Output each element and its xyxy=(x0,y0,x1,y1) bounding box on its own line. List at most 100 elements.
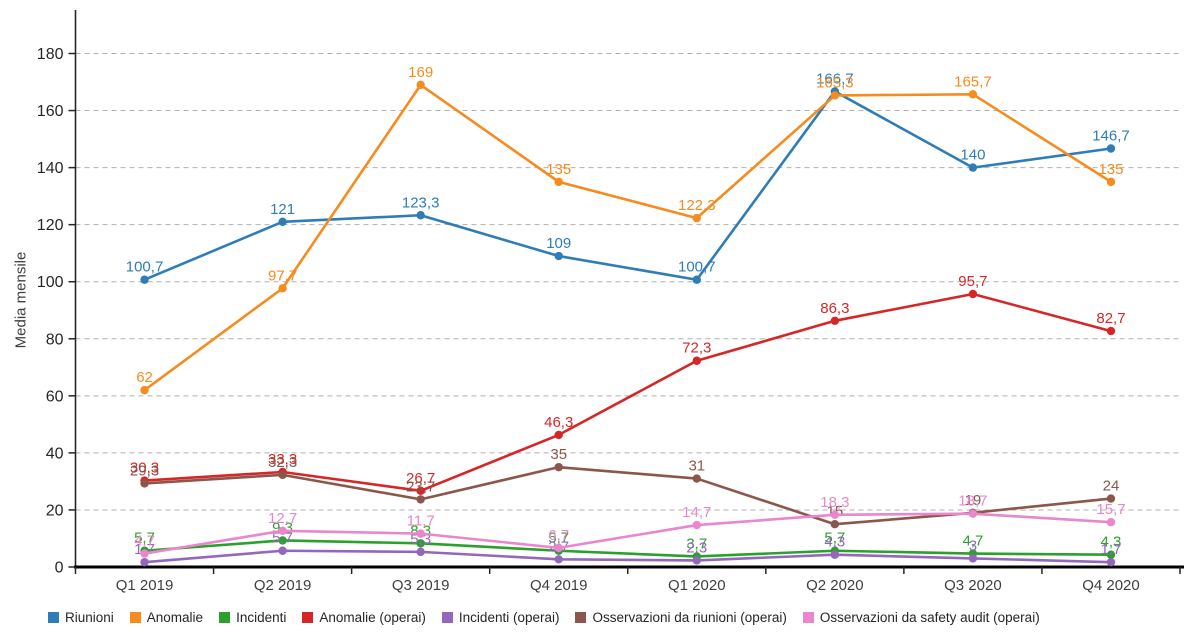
legend-swatch-osservazioni-da-safety-audit-operai xyxy=(802,612,814,623)
data-point-osservazioni-da-safety-audit-operai-0[interactable] xyxy=(140,549,149,558)
legend-label-anomalie: Anomalie xyxy=(146,610,204,625)
data-point-anomalie-operai-4[interactable] xyxy=(692,356,701,365)
data-point-incidenti-operai-2[interactable] xyxy=(416,547,425,557)
data-point-riunioni-4[interactable] xyxy=(692,275,701,284)
data-point-osservazioni-da-riunioni-operai-5[interactable] xyxy=(830,520,840,529)
legend-item-anomalie[interactable]: Anomalie xyxy=(129,610,204,625)
data-point-osservazioni-da-riunioni-operai-1[interactable] xyxy=(278,470,287,480)
data-label-osservazioni-da-riunioni-operai-1: 32,3 xyxy=(268,454,297,471)
data-label-incidenti-0: 5,7 xyxy=(134,530,155,547)
data-point-osservazioni-da-riunioni-operai-0[interactable] xyxy=(140,479,149,488)
data-point-anomalie-operai-7[interactable] xyxy=(1106,326,1116,336)
data-point-incidenti-operai-4[interactable] xyxy=(692,556,701,565)
data-point-osservazioni-da-safety-audit-operai-7[interactable] xyxy=(1106,518,1116,527)
series-anomalie: 62 97,7 169 135 122,3 165,3 165,7 135 xyxy=(136,64,1123,395)
data-point-incidenti-operai-0[interactable] xyxy=(140,557,149,567)
data-point-anomalie-4[interactable] xyxy=(692,213,701,223)
data-label-anomalie-operai-7: 82,7 xyxy=(1096,310,1125,327)
data-point-riunioni-0[interactable] xyxy=(140,275,149,284)
data-point-osservazioni-da-safety-audit-operai-4[interactable] xyxy=(692,520,701,530)
series-line-incidenti-operai xyxy=(144,549,1112,564)
data-point-riunioni-3[interactable] xyxy=(554,251,563,261)
legend-item-anomalie-operai[interactable]: Anomalie (operai) xyxy=(302,610,426,625)
data-point-osservazioni-da-safety-audit-operai-1[interactable] xyxy=(278,526,287,535)
data-label-incidenti-operai-4: 2,3 xyxy=(686,539,707,556)
plot-area: 0 20 40 60 80 100 120 140 160 180 Q1 2019 Q2 2019 Q3… xyxy=(37,10,1184,594)
y-tick-label-160: 160 xyxy=(37,103,64,120)
data-point-anomalie-2[interactable] xyxy=(416,80,425,90)
data-point-osservazioni-da-riunioni-operai-7[interactable] xyxy=(1106,494,1116,503)
data-point-incidenti-operai-5[interactable] xyxy=(830,550,840,559)
data-label-incidenti-operai-1: 5,7 xyxy=(272,530,293,547)
data-point-incidenti-operai-6[interactable] xyxy=(968,554,978,563)
data-label-osservazioni-da-safety-audit-operai-2: 11,7 xyxy=(407,513,435,530)
data-point-incidenti-operai-1[interactable] xyxy=(278,546,287,555)
data-label-osservazioni-da-safety-audit-operai-0: 4,7 xyxy=(134,533,155,550)
data-point-incidenti-2[interactable] xyxy=(416,539,425,548)
data-label-osservazioni-da-riunioni-operai-0: 29,3 xyxy=(130,462,159,479)
legend-item-riunioni[interactable]: Riunioni xyxy=(48,610,114,625)
data-point-anomalie-5[interactable] xyxy=(830,91,840,100)
y-tick-label-0: 0 xyxy=(55,560,64,577)
data-point-osservazioni-da-safety-audit-operai-6[interactable] xyxy=(968,509,978,518)
x-label-q4-2019: Q4 2019 xyxy=(530,577,588,594)
data-point-anomalie-3[interactable] xyxy=(554,177,563,187)
data-point-riunioni-7[interactable] xyxy=(1106,144,1116,153)
data-label-osservazioni-da-safety-audit-operai-4: 14,7 xyxy=(682,504,711,521)
data-point-osservazioni-da-safety-audit-operai-5[interactable] xyxy=(830,510,840,519)
legend-item-osservazioni-da-safety-audit-operai[interactable]: Osservazioni da safety audit (operai) xyxy=(802,610,1040,625)
data-point-osservazioni-da-safety-audit-operai-3[interactable] xyxy=(554,543,563,553)
data-point-anomalie-operai-3[interactable] xyxy=(554,430,563,440)
data-label-riunioni-0: 100,7 xyxy=(126,259,164,276)
data-point-riunioni-6[interactable] xyxy=(968,163,978,172)
x-label-q1-2020: Q1 2020 xyxy=(668,577,726,594)
legend-label-riunioni: Riunioni xyxy=(65,610,114,625)
data-point-anomalie-1[interactable] xyxy=(278,284,287,293)
data-point-osservazioni-da-riunioni-operai-3[interactable] xyxy=(554,462,563,472)
legend-item-osservazioni-da-riunioni-operai[interactable]: Osservazioni da riunioni (operai) xyxy=(575,610,787,625)
legend-swatch-riunioni xyxy=(48,612,59,623)
data-point-incidenti-7[interactable] xyxy=(1106,550,1116,559)
data-point-riunioni-1[interactable] xyxy=(278,217,287,227)
data-point-anomalie-0[interactable] xyxy=(140,385,149,395)
legend-item-incidenti-operai[interactable]: Incidenti (operai) xyxy=(441,610,560,625)
legend-item-incidenti[interactable]: Incidenti xyxy=(219,610,286,625)
data-point-osservazioni-da-riunioni-operai-4[interactable] xyxy=(692,474,701,483)
data-label-incidenti-7: 4,3 xyxy=(1101,534,1122,551)
data-label-anomalie-operai-1: 33,3 xyxy=(268,451,297,468)
legend: Riunioni Anomalie Incidenti Anomalie (opera… xyxy=(48,610,1040,625)
legend-label-incidenti-operai: Incidenti (operai) xyxy=(458,610,560,625)
legend-swatch-incidenti xyxy=(219,612,231,623)
y-tick-label-20: 20 xyxy=(46,502,64,519)
y-axis-title: Media mensile xyxy=(12,251,30,349)
data-point-incidenti-operai-7[interactable] xyxy=(1106,557,1116,567)
y-tick-label-100: 100 xyxy=(37,274,64,291)
data-label-incidenti-4: 3,7 xyxy=(686,535,707,552)
data-point-anomalie-6[interactable] xyxy=(968,90,978,99)
data-label-incidenti-5: 5,7 xyxy=(824,530,845,547)
data-point-incidenti-operai-3[interactable] xyxy=(554,555,563,564)
data-point-incidenti-1[interactable] xyxy=(278,536,287,545)
data-point-anomalie-7[interactable] xyxy=(1106,177,1116,187)
data-label-osservazioni-da-safety-audit-operai-7: 15,7 xyxy=(1096,501,1125,518)
data-point-anomalie-operai-6[interactable] xyxy=(968,289,978,299)
legend-swatch-anomalie-operai xyxy=(302,612,314,623)
data-label-riunioni-7: 146,7 xyxy=(1092,127,1130,144)
data-label-osservazioni-da-riunioni-operai-3: 35 xyxy=(550,446,567,463)
data-label-osservazioni-da-safety-audit-operai-6: 18,7 xyxy=(958,493,987,510)
data-label-anomalie-5: 165,3 xyxy=(816,74,854,91)
data-point-osservazioni-da-safety-audit-operai-2[interactable] xyxy=(416,529,425,538)
data-label-osservazioni-da-riunioni-operai-4: 31 xyxy=(688,458,705,475)
data-point-riunioni-2[interactable] xyxy=(416,211,425,220)
data-point-osservazioni-da-riunioni-operai-2[interactable] xyxy=(416,495,425,504)
data-point-anomalie-operai-2[interactable] xyxy=(416,486,425,496)
series-line-osservazioni-da-safety-audit-operai xyxy=(144,512,1112,555)
y-tick-label-60: 60 xyxy=(46,388,64,405)
data-point-anomalie-operai-5[interactable] xyxy=(830,316,840,326)
legend-swatch-osservazioni-da-riunioni-operai xyxy=(575,612,587,623)
data-label-riunioni-4: 100,7 xyxy=(678,259,716,276)
data-label-riunioni-5: 166,7 xyxy=(816,70,854,87)
data-label-anomalie-operai-0: 30,3 xyxy=(130,460,159,477)
data-label-riunioni-2: 123,3 xyxy=(402,194,440,211)
